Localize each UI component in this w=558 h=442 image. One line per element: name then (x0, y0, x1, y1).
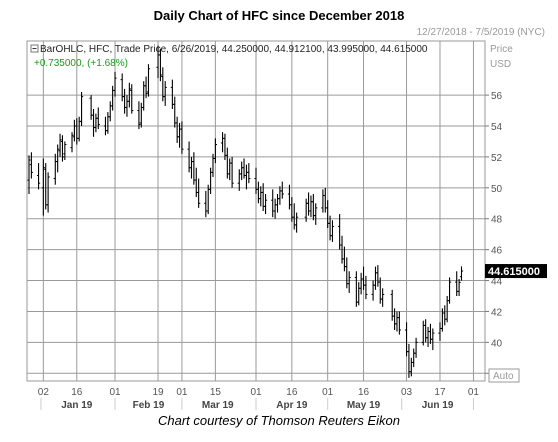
x-tick-label: 16 (286, 387, 298, 398)
last-price-text: 44.615000 (488, 266, 540, 278)
ohlc-bar[interactable] (41, 158, 45, 216)
ohlc-bar[interactable] (56, 144, 60, 173)
ohlc-bar[interactable] (79, 92, 84, 126)
auto-scale-button[interactable]: Auto (488, 368, 520, 383)
currency-label: USD (490, 59, 511, 70)
ohlc-bar[interactable] (70, 132, 74, 153)
ohlc-bar[interactable] (330, 220, 335, 242)
ohlc-bar[interactable] (197, 178, 201, 208)
y-tick-label: 56 (491, 91, 503, 102)
ohlc-bar[interactable] (347, 271, 351, 293)
x-tick-label: 03 (401, 387, 413, 398)
x-tick-label: 17 (434, 387, 446, 398)
ohlc-bar[interactable] (280, 181, 284, 199)
auto-scale-label: Auto (493, 371, 514, 382)
month-label: Feb 19 (133, 400, 165, 411)
x-tick-label: 01 (322, 387, 334, 398)
ohlc-bar[interactable] (447, 277, 452, 304)
ohlc-bar[interactable] (459, 266, 464, 281)
chart-title: Daily Chart of HFC since December 2018 (153, 8, 405, 23)
y-tick-label: 42 (491, 307, 503, 318)
legend-change: +0.735000, (+1.68%) (34, 58, 128, 69)
chart-caption: Chart courtesy of Thomson Reuters Eikon (157, 413, 401, 428)
y-tick-label: 52 (491, 153, 503, 164)
month-label: Jan 19 (61, 400, 93, 411)
x-axis: 02 16 01 19 01 15 01 16 01 16 03 17 01 Jan 19 Feb 19 Ma… (38, 387, 480, 411)
ohlc-bar[interactable] (29, 152, 33, 179)
month-label: May 19 (347, 400, 381, 411)
x-tick-label: 01 (250, 387, 262, 398)
y-tick-label: 50 (491, 184, 503, 195)
ohlc-bar[interactable] (63, 141, 67, 160)
month-label: Jun 19 (422, 400, 454, 411)
legend-line-1: BarOHLC, HFC, Trade Price, 6/26/2019, 44… (40, 44, 428, 55)
x-tick-label: 01 (468, 387, 480, 398)
x-tick-label: 02 (38, 387, 50, 398)
price-axis-label: Price (490, 44, 513, 55)
x-tick-label: 19 (152, 387, 164, 398)
ohlc-bar[interactable] (381, 288, 385, 307)
y-tick-label: 44 (491, 277, 503, 288)
ohlc-bar[interactable] (263, 194, 268, 215)
x-tick-label: 01 (109, 387, 121, 398)
x-tick-label: 16 (358, 387, 370, 398)
ohlc-bar[interactable] (247, 163, 251, 184)
ohlc-bar[interactable] (36, 163, 41, 190)
ohlc-bar[interactable] (295, 212, 299, 233)
y-tick-label: 40 (491, 338, 503, 349)
ohlc-bar[interactable] (146, 64, 151, 97)
month-label: Apr 19 (276, 400, 308, 411)
ohlc-bar[interactable] (137, 101, 141, 130)
ohlc-bar[interactable] (113, 71, 117, 97)
ohlc-bar[interactable] (60, 135, 65, 162)
y-axis: 38404244464850525456 (485, 91, 503, 380)
auto-scale-box[interactable] (488, 368, 520, 383)
ohlc-bar[interactable] (457, 279, 461, 296)
month-label: Mar 19 (202, 400, 234, 411)
ohlc-bar[interactable] (144, 76, 148, 99)
ohlc-bar[interactable] (414, 337, 418, 358)
ohlc-bar[interactable] (158, 48, 163, 82)
y-tick-label: 46 (491, 246, 503, 257)
last-price-box (485, 264, 547, 279)
x-tick-label: 01 (176, 387, 188, 398)
last-price-marker: 44.615000 (485, 264, 547, 279)
x-tick-label: 15 (210, 387, 222, 398)
ohlc-bar[interactable] (58, 133, 62, 157)
y-tick-label: 48 (491, 215, 503, 226)
ohlc-bar[interactable] (130, 84, 134, 114)
ohlc-bar[interactable] (314, 203, 318, 225)
x-tick-label: 16 (71, 387, 83, 398)
ohlc-bars (27, 45, 464, 378)
ohlc-bar[interactable] (46, 172, 50, 213)
y-tick-label: 54 (491, 122, 503, 133)
ohlc-bar[interactable] (163, 81, 167, 106)
date-range-label: 12/27/2018 - 7/5/2019 (NYC) (417, 27, 545, 38)
ohlc-bar[interactable] (431, 328, 435, 351)
ohlc-bar[interactable] (180, 121, 184, 154)
ohlc-bar[interactable] (213, 138, 217, 164)
ohlc-bar[interactable] (397, 311, 401, 335)
ohlc-bar[interactable] (230, 156, 234, 188)
ohlc-bar[interactable] (96, 107, 100, 130)
ohlc-bar[interactable] (27, 155, 31, 194)
legend[interactable]: BarOHLC, HFC, Trade Price, 6/26/2019, 44… (30, 44, 428, 69)
ohlc-bar[interactable] (364, 275, 368, 300)
ohlc-bar[interactable] (127, 82, 131, 108)
